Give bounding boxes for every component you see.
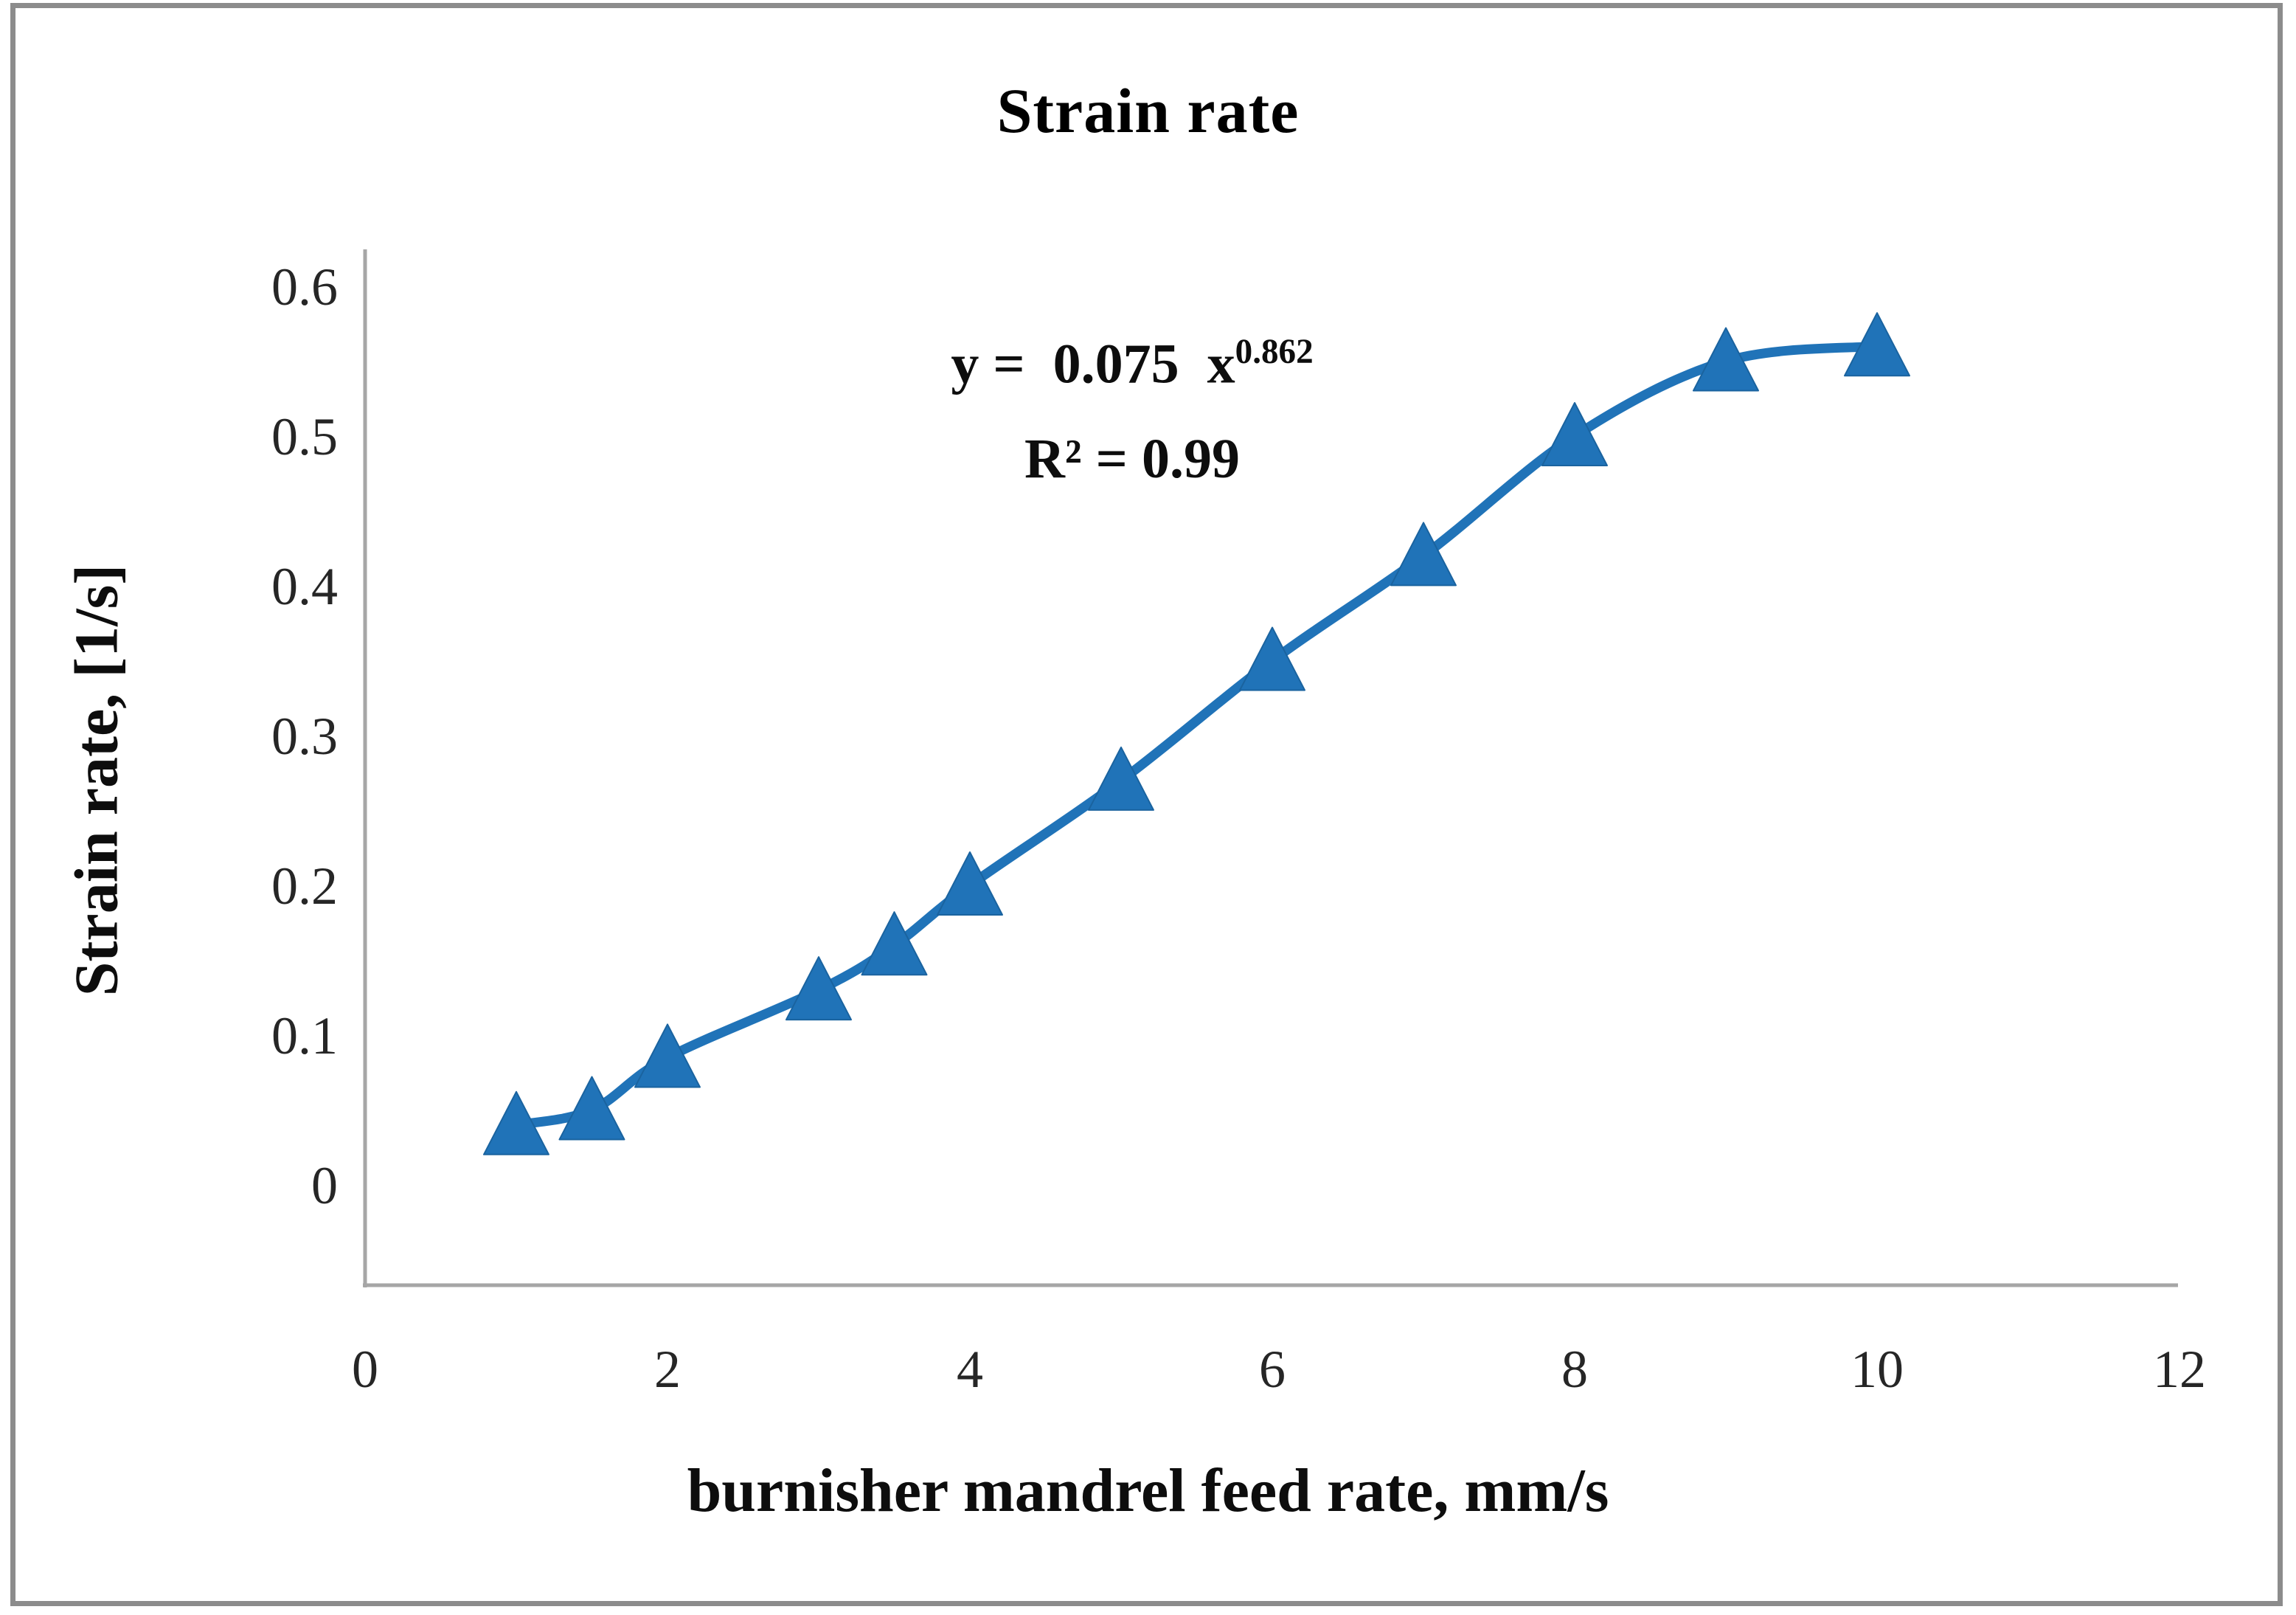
data-point-marker — [1541, 402, 1608, 466]
series-line — [511, 341, 1882, 1130]
y-tick-label: 0 — [311, 1156, 338, 1215]
x-tick-label: 6 — [1259, 1340, 1286, 1399]
y-tick-label: 0.2 — [271, 857, 338, 916]
y-tick-label: 0.4 — [271, 557, 338, 616]
y-tick-label: 0.3 — [271, 707, 338, 766]
data-point-marker — [1239, 626, 1305, 691]
data-point-marker — [1693, 327, 1759, 392]
trendline-equation: y = 0.075 x0.862 R² = 0.99 — [763, 332, 1501, 491]
data-point-marker — [861, 911, 928, 976]
data-point-marker — [1390, 522, 1457, 587]
equation-prefix: y = 0.075 x — [951, 333, 1235, 395]
y-tick-label: 0.5 — [271, 407, 338, 466]
data-point-marker — [937, 851, 1003, 916]
data-point-marker — [634, 1023, 701, 1088]
r-squared-label: R² = 0.99 — [1024, 428, 1240, 491]
data-point-marker — [785, 956, 852, 1021]
x-tick-label: 2 — [654, 1340, 681, 1399]
equation-exponent: 0.862 — [1235, 333, 1314, 371]
x-tick-label: 8 — [1561, 1340, 1588, 1399]
y-tick-label: 0.1 — [271, 1006, 338, 1065]
data-point-marker — [1844, 312, 1910, 377]
x-tick-label: 12 — [2153, 1340, 2206, 1399]
data-point-marker — [558, 1076, 625, 1141]
chart-title: Strain rate — [996, 75, 1300, 146]
equation-line: y = 0.075 x0.862 — [763, 332, 1501, 396]
x-axis-title: burnisher mandrel feed rate, mm/s — [687, 1456, 1609, 1525]
x-tick-label: 0 — [352, 1340, 378, 1399]
data-point-marker — [1088, 746, 1154, 811]
x-tick-label: 10 — [1851, 1340, 1904, 1399]
y-tick-label: 0.6 — [271, 257, 338, 317]
data-point-marker — [483, 1090, 549, 1155]
x-tick-label: 4 — [957, 1340, 983, 1399]
